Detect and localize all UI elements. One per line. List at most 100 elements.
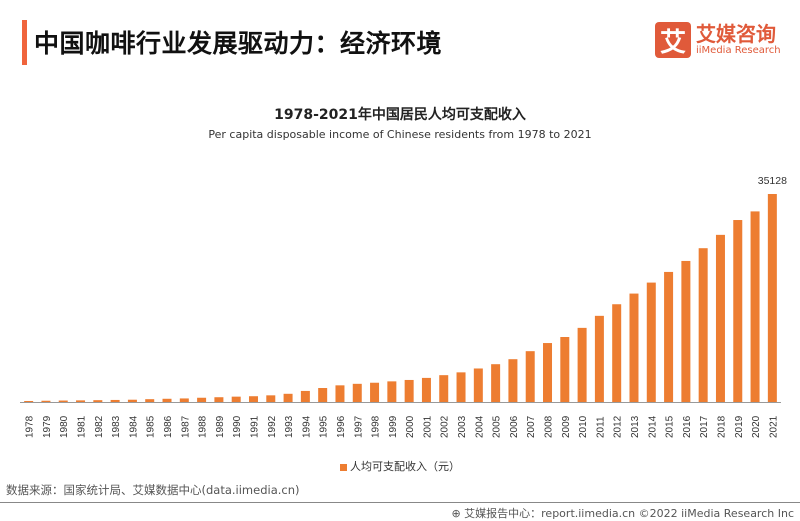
bar-2000 [404, 379, 414, 402]
bar-1992 [266, 395, 276, 402]
bar-2011 [594, 315, 604, 402]
bar-2015 [664, 271, 674, 402]
bar-2008 [543, 343, 553, 402]
data-label-2021: 35128 [758, 175, 787, 187]
bar-1984 [127, 399, 137, 402]
bar-2001 [421, 377, 431, 402]
footer-copyright: ⊕ 艾媒报告中心：report.iimedia.cn ©2022 iiMedia… [451, 507, 794, 520]
x-tick-label: 2007 [526, 415, 537, 438]
data-source: 数据来源：国家统计局、艾媒数据中心(data.iimedia.cn) [6, 483, 300, 497]
x-tick-label: 1983 [111, 415, 122, 438]
logo-en: iiMedia Research [696, 45, 781, 56]
bar-2019 [733, 220, 743, 402]
x-tick-label: 2018 [716, 415, 727, 438]
x-tick-label: 1996 [336, 415, 347, 438]
x-tick-label: 2010 [578, 415, 589, 438]
bar-chart: 1978 1979 1980 1981 1982 1983 1984 1985 1986 1987… [20, 175, 787, 438]
bar-2006 [508, 359, 518, 402]
bar-2005 [491, 364, 501, 402]
x-tick-label: 1992 [267, 415, 278, 438]
bar-1997 [352, 383, 362, 402]
x-tick-label: 2003 [457, 415, 468, 438]
bar-1988 [197, 397, 207, 402]
logo-cn: 艾媒咨询 [696, 22, 776, 46]
chart-title: 1978-2021年中国居民人均可支配收入 [274, 107, 526, 123]
bar-1985 [145, 399, 155, 402]
x-tick-label: 1978 [25, 415, 36, 438]
bar-2003 [456, 372, 466, 402]
x-tick-label: 1995 [319, 415, 330, 438]
bar-1981 [76, 400, 86, 402]
bar-2018 [715, 234, 725, 402]
bar-2009 [560, 337, 570, 402]
bar-2012 [612, 304, 622, 402]
footer-text: 艾媒报告中心：report.iimedia.cn ©2022 iiMedia R… [464, 507, 794, 520]
bar-1978 [24, 400, 34, 402]
x-tick-label: 1984 [128, 415, 139, 438]
x-tick-label: 2009 [561, 415, 572, 438]
iimedia-logo: 艾 艾媒咨询 iiMedia Research [655, 22, 781, 58]
x-tick-label: 1988 [198, 415, 209, 438]
x-tick-label: 2017 [699, 415, 710, 438]
x-tick-label: 2006 [509, 415, 520, 438]
x-tick-label: 2020 [751, 415, 762, 438]
bar-2021 [767, 194, 777, 402]
bar-2016 [681, 260, 691, 402]
bar-1998 [370, 382, 380, 402]
chart-subtitle: Per capita disposable income of Chinese … [208, 128, 592, 141]
x-tick-label: 1998 [371, 415, 382, 438]
x-tick-label: 1991 [249, 415, 260, 438]
x-tick-label: 2016 [682, 415, 693, 438]
x-tick-label: 1981 [77, 415, 88, 438]
bar-1990 [231, 396, 241, 402]
x-tick-label: 2019 [734, 415, 745, 438]
x-tick-label: 1985 [146, 415, 157, 438]
bar-1996 [335, 385, 345, 402]
x-tick-label: 1986 [163, 415, 174, 438]
x-tick-label: 1997 [353, 415, 364, 438]
bar-2007 [525, 351, 535, 402]
x-tick-label: 2015 [665, 415, 676, 438]
x-tick-label: 2011 [595, 416, 606, 438]
bar-1982 [93, 400, 103, 402]
x-tick-label: 1982 [94, 415, 105, 438]
bar-1979 [41, 400, 51, 402]
footer-divider [0, 502, 800, 503]
bar-2014 [646, 282, 656, 402]
bar-2004 [473, 368, 483, 402]
x-tick-label: 1993 [284, 415, 295, 438]
x-tick-label: 2001 [422, 415, 433, 438]
bar-2020 [750, 211, 760, 402]
x-tick-label: 2000 [405, 415, 416, 438]
x-tick-label: 1999 [388, 415, 399, 438]
x-tick-label: 2004 [474, 415, 485, 438]
x-tick-label: 2014 [647, 415, 658, 438]
bar-2010 [577, 327, 587, 402]
x-tick-label: 1989 [215, 415, 226, 438]
title-accent-bar [22, 20, 27, 65]
bar-1980 [58, 400, 68, 402]
x-tick-label: 1980 [59, 415, 70, 438]
bar-1989 [214, 397, 224, 402]
x-tick-label: 1987 [180, 415, 191, 438]
x-tick-label: 2008 [544, 415, 555, 438]
legend-label: 人均可支配收入（元） [350, 460, 460, 473]
bar-1986 [162, 398, 172, 402]
x-tick-label: 1990 [232, 415, 243, 438]
chart-legend: 人均可支配收入（元） [0, 458, 800, 474]
x-tick-label: 2012 [613, 415, 624, 438]
page-title: 中国咖啡行业发展驱动力：经济环境 [34, 29, 443, 58]
bar-2002 [439, 375, 449, 402]
logo-mark: 艾 [655, 22, 691, 58]
bar-1993 [283, 393, 293, 402]
bar-1994 [300, 390, 310, 402]
bar-1987 [179, 398, 189, 402]
x-tick-label: 2021 [768, 415, 779, 438]
x-tick-label: 1979 [42, 415, 53, 438]
bar-1999 [387, 381, 397, 402]
x-tick-label: 2005 [492, 415, 503, 438]
x-tick-label: 1994 [301, 415, 312, 438]
bar-2017 [698, 248, 708, 402]
legend-swatch [340, 463, 347, 471]
bar-1995 [318, 388, 328, 402]
